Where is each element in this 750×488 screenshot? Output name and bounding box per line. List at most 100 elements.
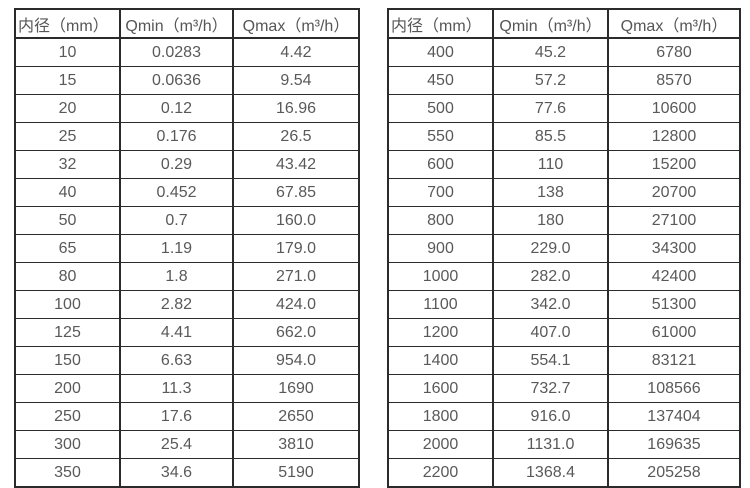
cell-diameter: 150 [14, 346, 121, 375]
cell-qmax: 34300 [607, 234, 741, 263]
table-row: 10 0.0283 4.42 [14, 37, 360, 67]
cell-diameter: 50 [14, 206, 121, 235]
col-header-diameter: 内径（mm） [387, 8, 494, 39]
table-row: 15 0.0636 9.54 [14, 66, 360, 95]
cell-qmax: 27100 [607, 206, 741, 235]
cell-diameter: 1400 [387, 346, 494, 375]
cell-qmax: 42400 [607, 262, 741, 291]
cell-qmax: 16.96 [232, 94, 360, 123]
cell-qmax: 954.0 [232, 346, 360, 375]
cell-qmin: 85.5 [492, 122, 609, 151]
cell-qmin: 0.0283 [119, 37, 234, 67]
cell-diameter: 200 [14, 374, 121, 403]
cell-qmin: 0.12 [119, 94, 234, 123]
cell-diameter: 1200 [387, 318, 494, 347]
cell-diameter: 500 [387, 94, 494, 123]
cell-qmax: 67.85 [232, 178, 360, 207]
table-row: 300 25.4 3810 [14, 430, 360, 459]
cell-qmax: 137404 [607, 402, 741, 431]
cell-qmax: 4.42 [232, 37, 360, 67]
cell-qmax: 662.0 [232, 318, 360, 347]
table-row: 1100 342.0 51300 [387, 290, 741, 319]
col-header-diameter: 内径（mm） [14, 8, 121, 39]
cell-qmax: 15200 [607, 150, 741, 179]
cell-qmax: 6780 [607, 37, 741, 67]
cell-qmin: 1.8 [119, 262, 234, 291]
table-row: 50 0.7 160.0 [14, 206, 360, 235]
cell-qmax: 20700 [607, 178, 741, 207]
col-header-qmax: Qmax（m³/h） [232, 8, 360, 39]
table-row: 150 6.63 954.0 [14, 346, 360, 375]
cell-diameter: 250 [14, 402, 121, 431]
cell-qmin: 0.7 [119, 206, 234, 235]
table-row: 100 2.82 424.0 [14, 290, 360, 319]
cell-qmin: 138 [492, 178, 609, 207]
table-row: 80 1.8 271.0 [14, 262, 360, 291]
cell-qmin: 45.2 [492, 37, 609, 67]
cell-qmax: 169635 [607, 430, 741, 459]
cell-qmax: 1690 [232, 374, 360, 403]
cell-qmin: 554.1 [492, 346, 609, 375]
cell-qmax: 3810 [232, 430, 360, 459]
cell-qmin: 0.29 [119, 150, 234, 179]
cell-diameter: 80 [14, 262, 121, 291]
flow-range-table-large-diameters: 内径（mm） Qmin（m³/h） Qmax（m³/h） 400 45.2 6780 450… [387, 8, 741, 488]
header-row: 内径（mm） Qmin（m³/h） Qmax（m³/h） [387, 8, 741, 39]
table-row: 1800 916.0 137404 [387, 402, 741, 431]
cell-diameter: 400 [387, 37, 494, 67]
cell-qmin: 180 [492, 206, 609, 235]
table-row: 1400 554.1 83121 [387, 346, 741, 375]
cell-qmin: 4.41 [119, 318, 234, 347]
table-row: 250 17.6 2650 [14, 402, 360, 431]
col-header-qmax: Qmax（m³/h） [607, 8, 741, 39]
cell-diameter: 1600 [387, 374, 494, 403]
cell-qmin: 407.0 [492, 318, 609, 347]
cell-qmax: 12800 [607, 122, 741, 151]
cell-qmin: 1.19 [119, 234, 234, 263]
table-row: 65 1.19 179.0 [14, 234, 360, 263]
cell-diameter: 700 [387, 178, 494, 207]
cell-qmax: 424.0 [232, 290, 360, 319]
cell-diameter: 550 [387, 122, 494, 151]
cell-qmin: 25.4 [119, 430, 234, 459]
cell-diameter: 15 [14, 66, 121, 95]
cell-qmin: 57.2 [492, 66, 609, 95]
table-row: 450 57.2 8570 [387, 66, 741, 95]
cell-diameter: 1100 [387, 290, 494, 319]
table-row: 2000 1131.0 169635 [387, 430, 741, 459]
table-row: 20 0.12 16.96 [14, 94, 360, 123]
cell-diameter: 100 [14, 290, 121, 319]
table-row: 400 45.2 6780 [387, 37, 741, 67]
cell-diameter: 2000 [387, 430, 494, 459]
cell-diameter: 600 [387, 150, 494, 179]
cell-qmin: 17.6 [119, 402, 234, 431]
table-row: 700 138 20700 [387, 178, 741, 207]
table-row: 125 4.41 662.0 [14, 318, 360, 347]
cell-diameter: 800 [387, 206, 494, 235]
cell-qmin: 11.3 [119, 374, 234, 403]
cell-qmin: 0.176 [119, 122, 234, 151]
table-row: 200 11.3 1690 [14, 374, 360, 403]
cell-qmax: 51300 [607, 290, 741, 319]
cell-diameter: 300 [14, 430, 121, 459]
flow-range-table-small-diameters: 内径（mm） Qmin（m³/h） Qmax（m³/h） 10 0.0283 4.42 15… [14, 8, 360, 488]
cell-qmax: 271.0 [232, 262, 360, 291]
cell-qmin: 732.7 [492, 374, 609, 403]
header-row: 内径（mm） Qmin（m³/h） Qmax（m³/h） [14, 8, 360, 39]
cell-diameter: 1800 [387, 402, 494, 431]
cell-qmin: 0.0636 [119, 66, 234, 95]
cell-qmax: 8570 [607, 66, 741, 95]
cell-qmax: 43.42 [232, 150, 360, 179]
cell-qmax: 9.54 [232, 66, 360, 95]
table-row: 25 0.176 26.5 [14, 122, 360, 151]
cell-qmin: 1131.0 [492, 430, 609, 459]
table-row: 1200 407.0 61000 [387, 318, 741, 347]
cell-qmin: 282.0 [492, 262, 609, 291]
cell-qmin: 342.0 [492, 290, 609, 319]
cell-qmax: 10600 [607, 94, 741, 123]
cell-qmax: 2650 [232, 402, 360, 431]
cell-diameter: 10 [14, 37, 121, 67]
cell-diameter: 25 [14, 122, 121, 151]
cell-qmax: 179.0 [232, 234, 360, 263]
